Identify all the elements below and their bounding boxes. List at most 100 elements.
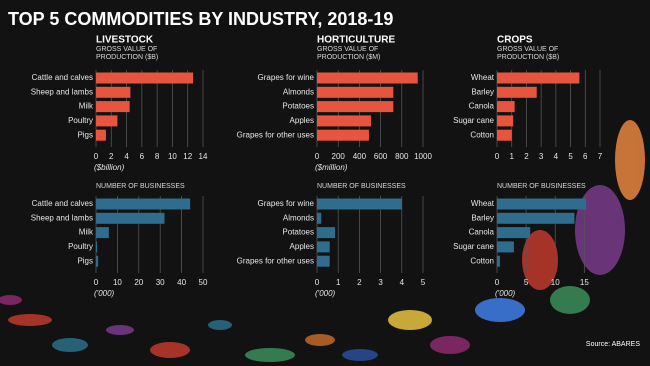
category-label: Milk — [79, 228, 94, 237]
bar — [317, 72, 418, 84]
bar — [96, 115, 118, 127]
x-tick-label: 0 — [94, 152, 99, 161]
x-tick-label: 2 — [524, 152, 529, 161]
decoration — [0, 120, 645, 362]
subtitle: NUMBER OF BUSINESSES — [96, 183, 185, 190]
category-label: Wheat — [471, 199, 495, 208]
section-title: LIVESTOCK — [96, 35, 154, 46]
bar — [497, 255, 500, 267]
x-tick-label: 6 — [583, 152, 588, 161]
subtitle-box: NUMBER OF BUSINESSES — [497, 183, 586, 190]
x-tick-label: 20 — [134, 278, 143, 287]
x-tick-label: 2 — [109, 152, 114, 161]
subtitle-box: GROSS VALUE OF PRODUCTION ($B) — [497, 46, 560, 61]
category-label: Cotton — [470, 130, 494, 139]
x-tick-label: 5 — [421, 278, 426, 287]
bar — [96, 255, 99, 267]
subtitle: NUMBER OF BUSINESSES — [497, 183, 586, 190]
x-axis-label: ('000) — [495, 289, 516, 298]
bar — [96, 227, 109, 239]
source: Source: ABARES — [586, 341, 640, 348]
bar — [317, 255, 330, 267]
category-label: Grapes for wine — [258, 73, 315, 82]
x-tick-label: 4 — [554, 152, 559, 161]
x-tick-label: 0 — [495, 152, 500, 161]
x-tick-label: 1000 — [414, 152, 432, 161]
x-tick-label: 10 — [551, 278, 560, 287]
x-tick-label: 8 — [155, 152, 160, 161]
x-tick-label: 2 — [357, 278, 362, 287]
category-label: Milk — [79, 102, 94, 111]
bar — [497, 212, 575, 224]
x-tick-label: 30 — [156, 278, 165, 287]
x-tick-label: 1 — [509, 152, 514, 161]
x-tick-label: 0 — [315, 278, 320, 287]
bar — [317, 129, 369, 141]
subtitle-box: NUMBER OF BUSINESSES — [317, 183, 406, 190]
x-tick-label: 200 — [332, 152, 346, 161]
x-tick-label: 5 — [524, 278, 529, 287]
section-title: HORTICULTURE — [317, 35, 395, 46]
x-tick-label: 10 — [168, 152, 177, 161]
category-label: Grapes for other uses — [237, 130, 314, 139]
category-label: Grapes for other uses — [237, 256, 314, 265]
x-tick-label: 3 — [378, 278, 383, 287]
category-label: Sheep and lambs — [31, 213, 93, 222]
subtitle-box: NUMBER OF BUSINESSES — [96, 183, 185, 190]
x-tick-label: 4 — [400, 278, 405, 287]
x-tick-label: 5 — [568, 152, 573, 161]
x-axis-label: ('000) — [315, 289, 336, 298]
bar — [96, 212, 165, 224]
x-axis-label: ($billion) — [94, 163, 125, 172]
bar — [497, 241, 514, 253]
bar — [497, 129, 512, 141]
bar — [317, 115, 372, 127]
category-label: Pigs — [77, 130, 93, 139]
category-label: Poultry — [68, 116, 93, 125]
bar — [317, 212, 322, 224]
category-label: Canola — [469, 228, 495, 237]
bar — [497, 72, 580, 84]
category-label: Apples — [290, 242, 314, 251]
bar — [317, 101, 394, 113]
x-tick-label: 12 — [183, 152, 192, 161]
category-label: Canola — [469, 102, 495, 111]
category-label: Poultry — [68, 242, 93, 251]
bar — [317, 86, 394, 98]
bar — [96, 241, 98, 253]
title: TOP 5 COMMODITIES BY INDUSTRY, 2018-19 — [8, 9, 393, 29]
x-tick-label: 6 — [140, 152, 145, 161]
category-label: Cattle and calves — [32, 73, 93, 82]
x-tick-label: 10 — [113, 278, 122, 287]
category-label: Barley — [471, 87, 494, 96]
x-tick-label: 3 — [539, 152, 544, 161]
category-label: Almonds — [283, 87, 314, 96]
section-title: CROPS — [497, 35, 533, 46]
category-label: Barley — [471, 213, 494, 222]
category-label: Wheat — [471, 73, 495, 82]
subtitle-box: GROSS VALUE OF PRODUCTION ($B) — [96, 46, 159, 61]
subtitle-box: GROSS VALUE OF PRODUCTION ($M) — [317, 46, 381, 61]
bar — [317, 241, 330, 253]
subtitle: GROSS VALUE OF PRODUCTION ($M) — [317, 46, 381, 61]
category-label: Grapes for wine — [258, 199, 315, 208]
category-label: Potatoes — [282, 228, 314, 237]
bar — [317, 227, 336, 239]
x-tick-label: 50 — [199, 278, 208, 287]
bar — [497, 198, 587, 210]
bar — [96, 72, 194, 84]
category-label: Sheep and lambs — [31, 87, 93, 96]
x-tick-label: 4 — [124, 152, 129, 161]
bar — [497, 86, 537, 98]
subtitle: GROSS VALUE OF PRODUCTION ($B) — [497, 46, 560, 61]
category-label: Sugar cane — [453, 242, 494, 251]
x-tick-label: 0 — [315, 152, 320, 161]
x-tick-label: 800 — [395, 152, 409, 161]
category-label: Sugar cane — [453, 116, 494, 125]
x-tick-label: 0 — [94, 278, 99, 287]
x-tick-label: 40 — [177, 278, 186, 287]
subtitle: GROSS VALUE OF PRODUCTION ($B) — [96, 46, 159, 61]
bar — [96, 129, 106, 141]
x-tick-label: 14 — [199, 152, 208, 161]
